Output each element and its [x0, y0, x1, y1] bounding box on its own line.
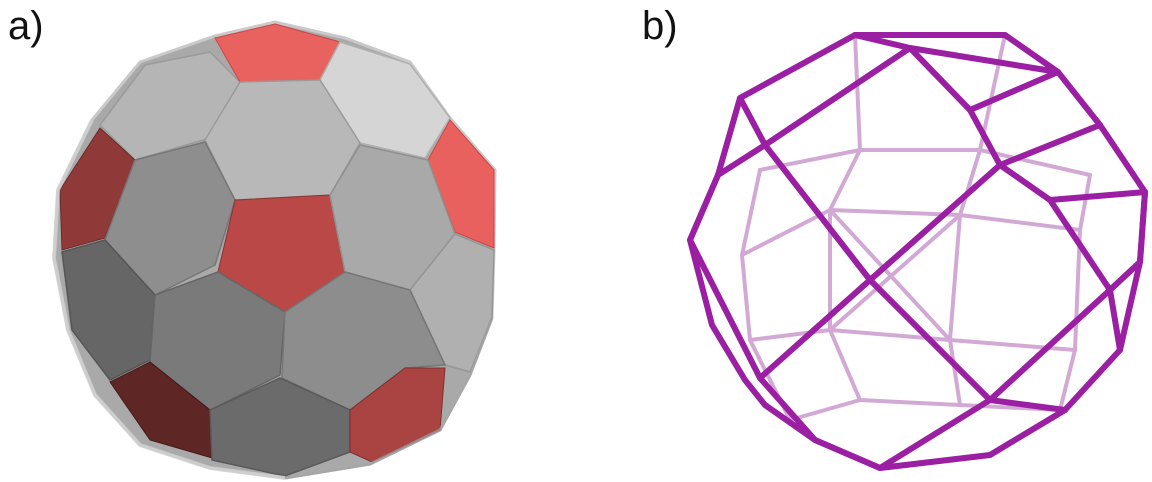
- front-edge: [1107, 189, 1148, 293]
- front-edge: [737, 45, 913, 148]
- back-edge: [758, 148, 1092, 177]
- front-edge: [967, 107, 1103, 168]
- front-edge: [877, 397, 993, 471]
- wireframe-polyhedron: [687, 32, 1148, 471]
- back-edge: [740, 208, 1082, 257]
- pentagon-face: [427, 119, 495, 249]
- front-edge: [715, 142, 768, 178]
- back-edge: [740, 168, 792, 422]
- rim-bevel: [51, 119, 286, 480]
- back-edge: [853, 33, 862, 152]
- back-edge: [948, 148, 982, 407]
- front-edge: [867, 277, 993, 403]
- front-edge: [762, 142, 873, 283]
- front-edges: [687, 32, 1148, 471]
- front-edge: [987, 287, 1113, 403]
- front-edge: [987, 397, 1068, 413]
- back-edge: [788, 398, 1062, 422]
- back-edges: [740, 33, 1092, 422]
- panel-label-b: b): [642, 4, 678, 48]
- truncated-polyhedron: [51, 20, 497, 480]
- back-edge: [828, 148, 862, 402]
- front-edge: [1047, 197, 1113, 293]
- back-edge: [828, 213, 962, 332]
- panel-label-a: a): [8, 4, 44, 48]
- front-edge: [687, 237, 763, 381]
- back-edge: [1058, 173, 1092, 412]
- front-edge: [867, 162, 1003, 283]
- front-edge: [757, 277, 873, 381]
- front-edge: [757, 375, 883, 471]
- front-edge: [1107, 287, 1123, 353]
- pentagon-face: [59, 127, 136, 251]
- rim-bevel: [284, 317, 494, 480]
- front-edge: [687, 172, 721, 243]
- back-edge: [748, 328, 1077, 352]
